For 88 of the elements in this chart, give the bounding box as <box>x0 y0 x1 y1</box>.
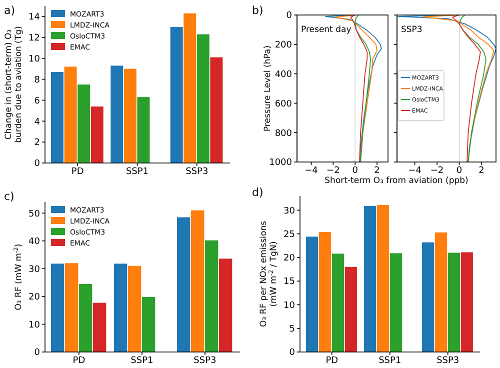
y-tick-label: 200 <box>274 40 292 51</box>
x-tick-label: SSP3 <box>194 356 216 366</box>
bar <box>210 57 223 163</box>
y-tick-label: 2 <box>34 138 40 148</box>
y-tick-label: 10 <box>284 300 296 311</box>
y-tick-label: 6 <box>34 96 40 106</box>
x-tick-label: 0 <box>456 166 462 176</box>
y-tick-label: 1000 <box>269 158 292 168</box>
x-tick-label: −2 <box>326 166 340 176</box>
y-tick-label: 40 <box>28 237 40 248</box>
y-tick-label: 400 <box>274 70 292 80</box>
x-tick-label: 0 <box>352 166 358 176</box>
bar <box>184 13 196 163</box>
y-tick-label: 15 <box>284 277 295 288</box>
chart-title: b) <box>252 4 264 17</box>
bar <box>170 26 183 163</box>
y-tick-label: 12 <box>28 34 40 44</box>
x-tick-label: PD <box>326 356 338 366</box>
bar <box>114 264 128 352</box>
y-tick-label: 0 <box>286 11 292 22</box>
bar <box>364 206 376 352</box>
y-tick-label: 4 <box>34 117 40 128</box>
bar <box>376 204 390 352</box>
bar <box>78 284 92 352</box>
bar <box>318 232 332 352</box>
y-tick-label: 30 <box>284 206 296 216</box>
bar <box>110 66 124 163</box>
y-tick-label: 10 <box>28 54 40 64</box>
bar <box>204 240 218 352</box>
bar <box>137 97 150 163</box>
y-tick-label: 20 <box>28 292 40 303</box>
y-tick-label: 0 <box>34 348 40 358</box>
bar <box>448 252 460 352</box>
chart-title: a) <box>4 4 16 17</box>
bar <box>124 68 136 163</box>
bar <box>64 263 78 352</box>
y-tick-label: 0 <box>289 348 296 358</box>
x-tick-label: 2 <box>478 166 484 176</box>
x-axis-title: Short-term O₃ from aviation (ppb) <box>324 176 468 186</box>
bar <box>332 254 344 352</box>
x-tick-label: −2 <box>430 166 444 176</box>
bar <box>177 217 190 352</box>
bar <box>142 297 156 352</box>
bar <box>90 106 104 163</box>
y-tick-label: 800 <box>274 128 292 139</box>
y-tick-label: 50 <box>28 209 40 220</box>
x-tick-label: −4 <box>408 166 422 176</box>
chart-title: d) <box>252 186 264 199</box>
bar <box>64 66 77 163</box>
x-tick-label: PD <box>71 167 84 177</box>
bar <box>78 84 90 163</box>
bar <box>190 210 204 352</box>
y-tick-label: 14 <box>28 12 40 23</box>
bar <box>196 34 210 163</box>
x-tick-label: SSP1 <box>378 356 402 366</box>
x-tick-label: SSP1 <box>130 356 154 366</box>
bar <box>306 236 318 352</box>
line-series <box>354 15 371 162</box>
x-tick-label: 2 <box>374 166 380 176</box>
chart-title: c) <box>4 190 14 203</box>
x-tick-label: −4 <box>304 166 318 176</box>
y-tick-label: 8 <box>34 75 40 86</box>
bar <box>460 252 473 352</box>
y-tick-label: 600 <box>274 99 292 110</box>
y-tick-label: 10 <box>28 320 40 330</box>
x-tick-label: PD <box>72 356 86 366</box>
bar <box>128 266 142 352</box>
bar <box>51 264 64 352</box>
bar <box>51 72 64 163</box>
x-tick-label: SSP1 <box>126 167 149 177</box>
annotation: Present day <box>301 25 352 35</box>
annotation: SSP3 <box>401 25 422 35</box>
bar <box>344 266 357 352</box>
y-tick-label: 25 <box>284 230 295 240</box>
y-axis-title: Change in (short-term) O₃ burden due to aviation (Tg) <box>4 26 24 143</box>
bar <box>218 258 232 352</box>
bar <box>434 232 448 352</box>
line-series <box>350 15 368 162</box>
x-tick-label: SSP3 <box>436 356 460 366</box>
y-tick-label: 0 <box>34 159 40 170</box>
bar <box>92 302 106 352</box>
y-axis-title: Pressure Level (hPa) <box>263 45 273 132</box>
y-tick-label: 30 <box>28 264 40 275</box>
y-tick-label: 5 <box>289 324 295 335</box>
bar <box>390 253 402 352</box>
bar <box>422 242 434 352</box>
x-tick-label: SSP3 <box>186 167 208 177</box>
y-tick-label: 20 <box>284 254 296 264</box>
